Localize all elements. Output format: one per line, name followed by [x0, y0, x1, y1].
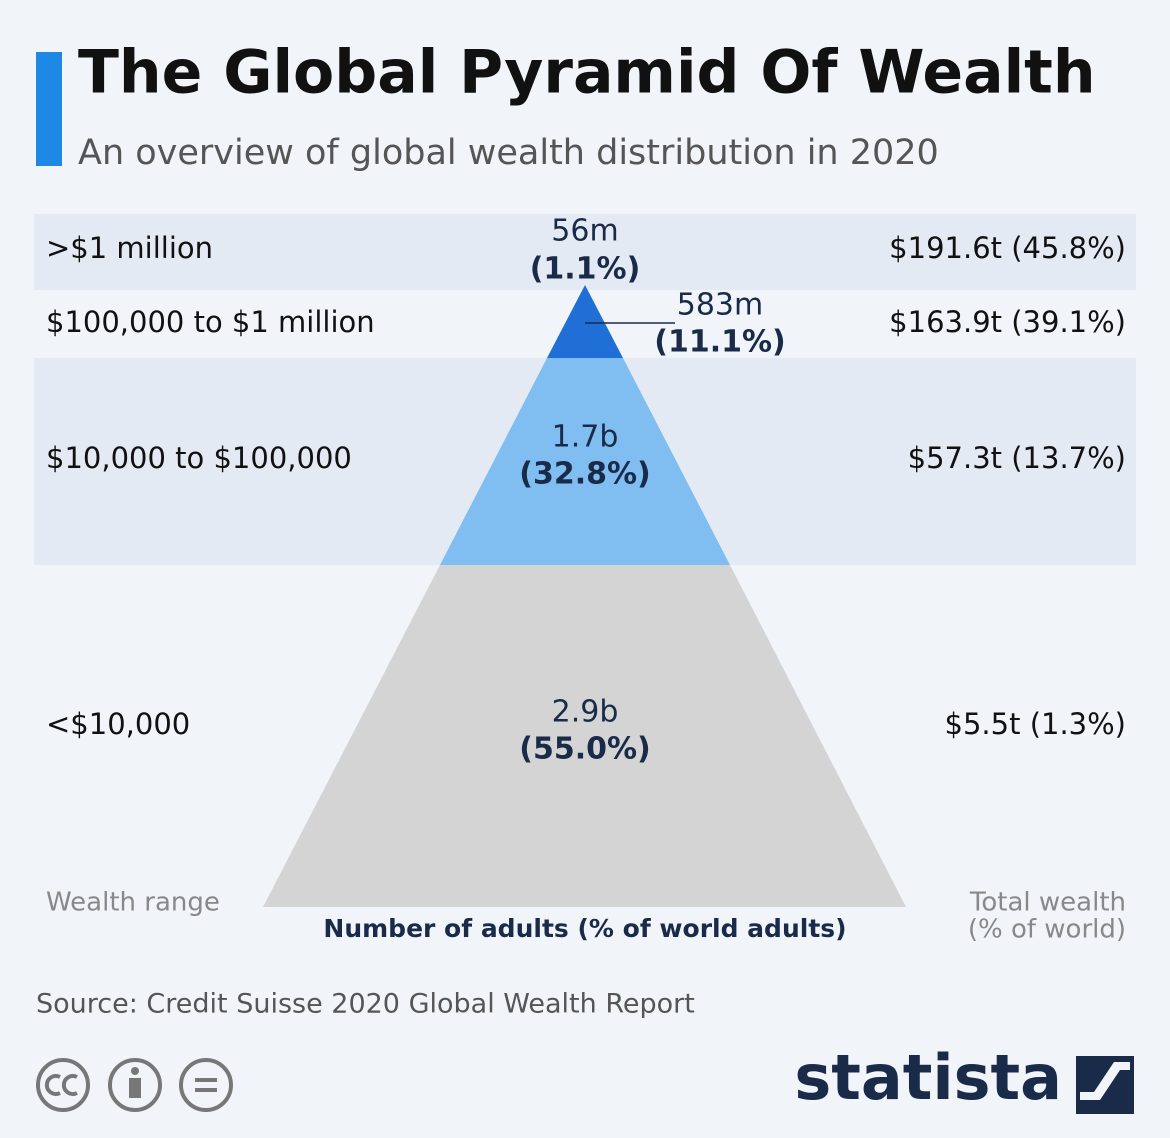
source: Source: Credit Suisse 2020 Global Wealth…: [36, 989, 695, 1020]
by-body: [129, 1078, 141, 1098]
adults-label: 583m: [677, 288, 763, 323]
center-axis-label: Number of adults (% of world adults): [323, 914, 846, 943]
subtitle: An overview of global wealth distributio…: [78, 133, 939, 173]
adults-label: 1.7b: [552, 420, 619, 455]
right-axis-label: Total wealth: [969, 888, 1126, 918]
adults-share: (1.1%): [530, 252, 641, 287]
range-label: <$10,000: [46, 707, 190, 741]
wealth-label: $163.9t (39.1%): [889, 305, 1126, 339]
pyramid-middle: [440, 358, 730, 565]
title: The Global Pyramid Of Wealth: [78, 38, 1096, 108]
by-head: [131, 1067, 139, 1075]
cc-glyph: [44, 1074, 78, 1096]
accent-bar: [36, 52, 62, 166]
wealth-label: $57.3t (13.7%): [908, 441, 1126, 475]
pyramid-top: [547, 285, 623, 358]
adults-share: (11.1%): [654, 325, 786, 360]
logo-text: statista: [794, 1041, 1062, 1114]
range-label: >$1 million: [46, 231, 213, 265]
adults-label: 56m: [551, 214, 618, 249]
wealth-label: $5.5t (1.3%): [945, 707, 1126, 741]
license-icons: [36, 1058, 233, 1112]
left-axis-label: Wealth range: [46, 888, 220, 918]
range-label: $100,000 to $1 million: [46, 305, 375, 339]
cc-icon: [36, 1058, 90, 1112]
adults-label: 2.9b: [552, 695, 619, 730]
wealth-label: $191.6t (45.8%): [889, 231, 1126, 265]
row-band: [34, 214, 1136, 290]
range-label: $10,000 to $100,000: [46, 441, 352, 475]
adults-share: (32.8%): [519, 457, 651, 492]
pyramid-base: [263, 565, 906, 907]
by-icon: [108, 1058, 162, 1112]
logo-mark: [1076, 1056, 1134, 1114]
adults-share: (55.0%): [519, 732, 651, 767]
logo-stroke: [1080, 1062, 1130, 1100]
nd-icon: [179, 1058, 233, 1112]
right-axis-label: (% of world): [968, 915, 1126, 945]
